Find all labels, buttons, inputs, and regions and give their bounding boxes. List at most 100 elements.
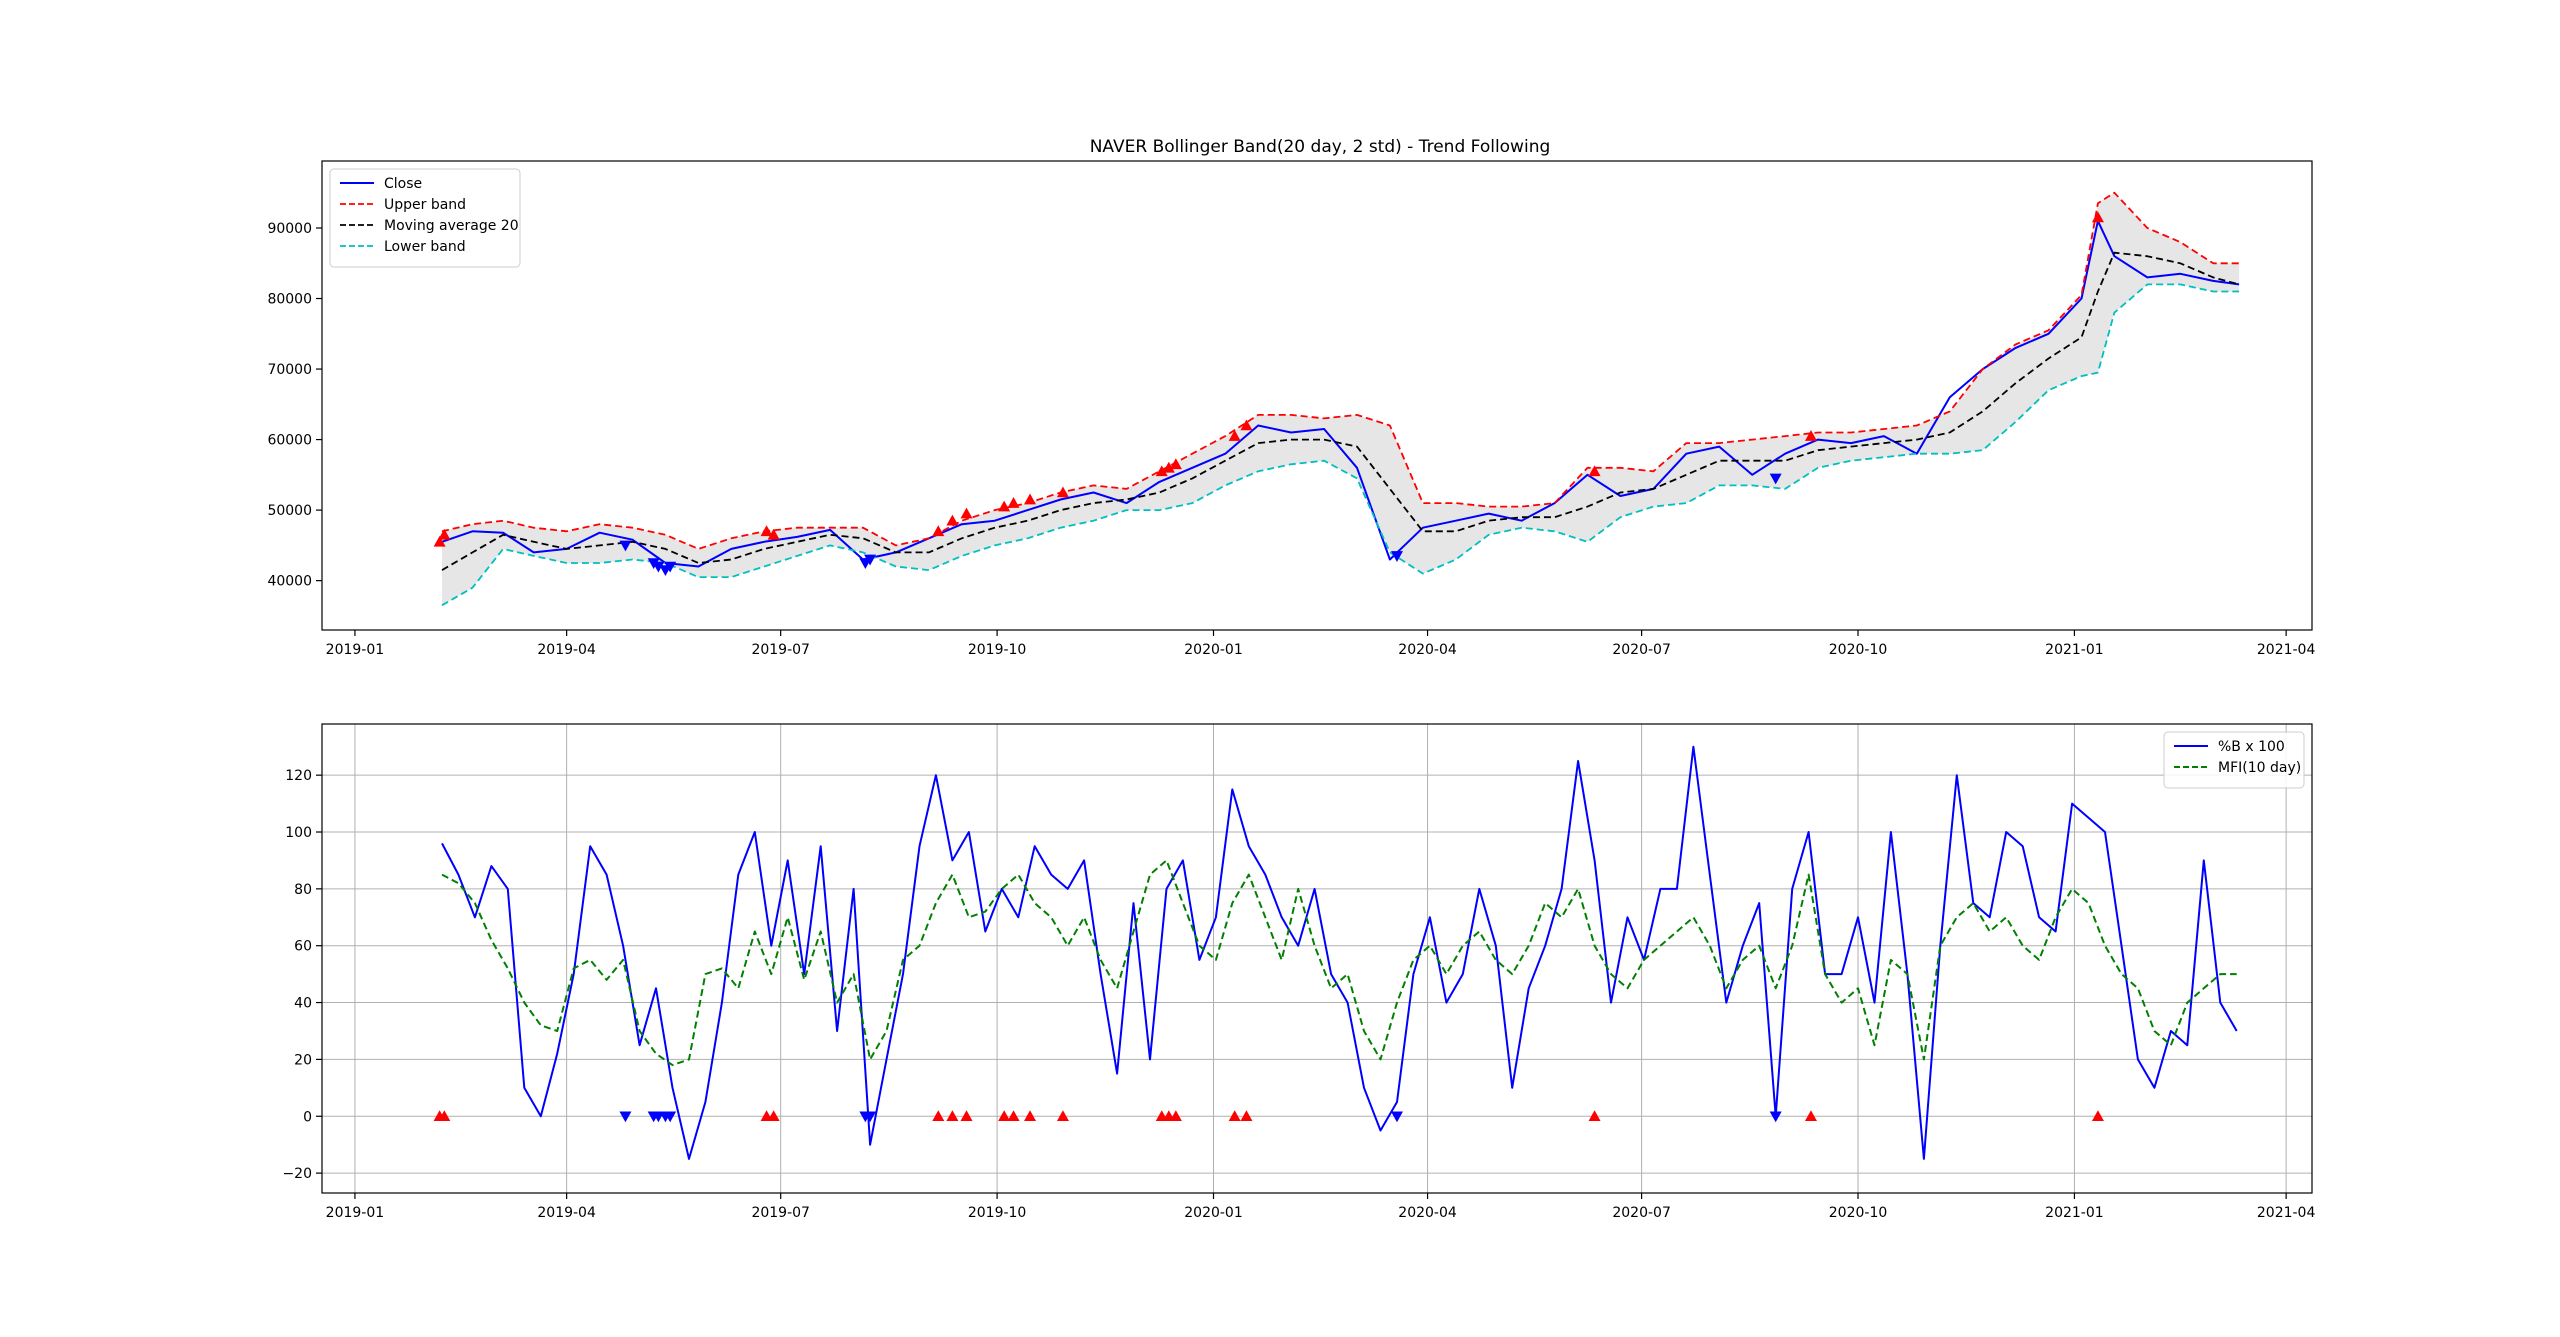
buy-marker [438, 1110, 451, 1122]
buy-marker [1155, 465, 1168, 477]
x-tick-label: 2020-10 [1829, 1205, 1888, 1221]
x-tick-label: 2019-01 [326, 642, 385, 658]
upper-band-line [441, 191, 2240, 550]
y-tick-label: 60000 [267, 433, 312, 449]
legend-label: MFI(10 day) [2218, 760, 2301, 776]
sell-marker [864, 554, 877, 566]
buy-marker [946, 514, 959, 526]
sell-marker [1769, 473, 1782, 485]
x-tick-label: 2020-04 [1398, 642, 1457, 658]
buy-marker [1024, 1110, 1037, 1122]
y-tick-label: 100 [285, 825, 312, 841]
buy-marker [960, 1110, 973, 1122]
x-tick-label: 2019-10 [968, 1205, 1027, 1221]
x-tick-label: 2020-07 [1612, 1205, 1671, 1221]
buy-marker [760, 525, 773, 537]
buy-marker [1169, 1110, 1182, 1122]
buy-marker [2091, 1110, 2104, 1122]
x-tick-label: 2020-04 [1398, 1205, 1457, 1221]
sell-marker [1390, 1111, 1403, 1123]
sell-marker [619, 540, 632, 552]
legend: %B x 100 MFI(10 day) [2163, 731, 2305, 789]
x-tick-label: 2021-04 [2257, 642, 2316, 658]
axes-frame [321, 160, 2313, 631]
x-tick-label: 2020-07 [1612, 642, 1671, 658]
x-tick-label: 2019-07 [751, 1205, 810, 1221]
chart-title: NAVER Bollinger Band(20 day, 2 std) - Tr… [1090, 137, 1551, 157]
buy-marker [1228, 430, 1241, 441]
sell-marker [1390, 551, 1403, 562]
y-tick-label: 80 [294, 882, 312, 898]
buy-marker [1007, 1110, 1020, 1122]
x-tick-label: 2021-01 [2045, 642, 2104, 658]
buy-marker [1228, 1110, 1241, 1122]
buy-marker [2091, 211, 2104, 223]
sell-marker [1769, 1111, 1782, 1123]
legend-label: %B x 100 [2218, 739, 2285, 755]
sell-marker [864, 1111, 877, 1123]
buy-marker [1007, 497, 1020, 508]
buy-marker [1056, 1110, 1069, 1122]
buy-marker [767, 1110, 780, 1122]
buy-marker [433, 535, 446, 547]
buy-marker [998, 1110, 1011, 1122]
plot-area [322, 724, 2312, 1193]
legend-box [329, 168, 521, 268]
legend-label: Moving average 20 [384, 218, 519, 234]
legend-label: Lower band [384, 239, 466, 255]
y-tick-label: 80000 [267, 292, 312, 308]
buy-marker [1056, 486, 1069, 498]
y-tick-label: 90000 [267, 221, 312, 237]
lower-band-line [441, 283, 2240, 607]
x-tick-label: 2019-07 [751, 642, 810, 658]
buy-marker [946, 1110, 959, 1122]
axes-frame [321, 723, 2313, 1194]
x-tick-label: 2019-04 [537, 1205, 596, 1221]
y-tick-label: −20 [282, 1166, 312, 1182]
buy-marker [767, 528, 780, 540]
legend: Close Upper band Moving average 20 Lower ba… [329, 168, 521, 268]
buy-marker [1240, 419, 1253, 431]
x-tick-label: 2020-01 [1184, 642, 1243, 658]
legend-label: Upper band [384, 197, 466, 213]
buy-marker [1804, 430, 1817, 441]
y-tick-label: 70000 [267, 362, 312, 378]
legend-label: Close [384, 176, 422, 192]
x-tick-label: 2020-10 [1829, 642, 1888, 658]
sell-marker [664, 1111, 677, 1123]
x-tick-label: 2019-04 [537, 642, 596, 658]
x-tick-label: 2019-10 [968, 642, 1027, 658]
buy-marker [932, 525, 945, 537]
buy-marker [998, 500, 1011, 512]
moving-average-line [441, 251, 2240, 571]
buy-marker [1588, 1110, 1601, 1122]
buy-marker [1240, 1110, 1253, 1122]
y-tick-label: 40000 [267, 574, 312, 590]
x-tick-label: 2021-01 [2045, 1205, 2104, 1221]
y-tick-label: 0 [303, 1109, 312, 1125]
y-tick-label: 40 [294, 996, 312, 1012]
bollinger-panel: 40000 50000 60000 70000 80000 90000 2019-01 201… [267, 160, 2316, 658]
y-tick-label: 20 [294, 1052, 312, 1068]
mfi-line [441, 859, 2237, 1067]
percent-b-line [441, 745, 2238, 1160]
buy-marker [1169, 458, 1182, 470]
y-tick-label: 120 [285, 768, 312, 784]
close-line [441, 219, 2240, 568]
sell-marker [619, 1111, 632, 1123]
buy-marker [1804, 1110, 1817, 1122]
sell-marker [652, 561, 665, 573]
indicator-panel: −20 0 20 40 60 80 100 120 2019-01 2019-04 2019-07 2… [282, 723, 2316, 1221]
x-tick-label: 2020-01 [1184, 1205, 1243, 1221]
x-tick-label: 2021-04 [2257, 1205, 2316, 1221]
buy-marker [1588, 465, 1601, 477]
buy-marker [438, 528, 451, 540]
buy-marker [960, 507, 973, 519]
x-tick-label: 2019-01 [326, 1205, 385, 1221]
buy-marker [1024, 493, 1037, 505]
buy-marker [932, 1110, 945, 1122]
y-tick-label: 60 [294, 939, 312, 955]
y-tick-label: 50000 [267, 503, 312, 519]
buy-marker [1162, 461, 1175, 473]
